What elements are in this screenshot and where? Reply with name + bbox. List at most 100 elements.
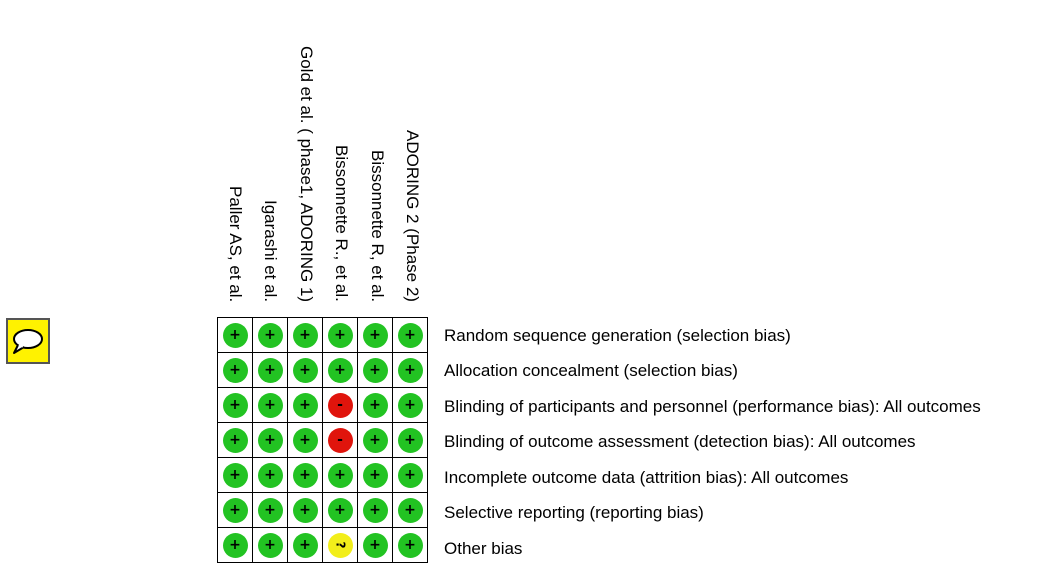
risk-symbol: -: [337, 397, 343, 413]
speech-bubble-icon[interactable]: [6, 318, 50, 364]
risk-low-marker: +: [327, 357, 353, 383]
risk-low-marker: +: [397, 357, 423, 383]
study-label: Bissonnette R, et al.: [367, 150, 387, 303]
grid-cell: +: [322, 492, 358, 528]
risk-low-marker: +: [292, 427, 318, 453]
grid-cell: -: [322, 422, 358, 458]
grid-cell: +: [392, 352, 428, 388]
grid-cell: +: [217, 317, 253, 353]
risk-unclear-marker: ?: [327, 532, 353, 558]
grid-cell: +: [287, 422, 323, 458]
risk-low-marker: +: [222, 532, 248, 558]
grid-cell: +: [392, 457, 428, 493]
grid-cell: +: [287, 352, 323, 388]
study-label: Paller AS, et al.: [225, 186, 245, 303]
risk-low-marker: +: [257, 462, 283, 488]
grid-cell: ?: [322, 527, 358, 563]
risk-symbol: +: [264, 537, 276, 553]
grid-row: + + + + + +: [217, 317, 428, 353]
risk-low-marker: +: [397, 427, 423, 453]
risk-symbol: +: [404, 397, 416, 413]
risk-low-marker: +: [222, 357, 248, 383]
grid-row: + + + + + +: [217, 492, 428, 528]
risk-symbol: +: [299, 397, 311, 413]
risk-low-marker: +: [362, 497, 388, 523]
domain-label: Allocation concealment (selection bias): [444, 361, 738, 381]
grid-cell: +: [322, 317, 358, 353]
risk-low-marker: +: [292, 392, 318, 418]
risk-low-marker: +: [222, 497, 248, 523]
grid-cell: +: [287, 387, 323, 423]
grid-cell: +: [217, 387, 253, 423]
domain-label: Selective reporting (reporting bias): [444, 503, 704, 523]
risk-symbol: +: [369, 537, 381, 553]
risk-symbol: +: [404, 432, 416, 448]
risk-low-marker: +: [292, 497, 318, 523]
grid-cell: +: [252, 422, 288, 458]
domain-label: Blinding of participants and personnel (…: [444, 396, 981, 416]
risk-high-marker: -: [327, 427, 353, 453]
grid-row: + + + + + +: [217, 352, 428, 388]
grid-cell: +: [217, 527, 253, 563]
grid-cell: +: [392, 317, 428, 353]
risk-low-marker: +: [222, 392, 248, 418]
study-label: Bissonnette R., et al.: [332, 145, 352, 302]
grid-cell: +: [357, 317, 393, 353]
grid-cell: +: [252, 317, 288, 353]
risk-low-marker: +: [362, 462, 388, 488]
grid-cell: +: [217, 492, 253, 528]
risk-symbol: +: [299, 327, 311, 343]
risk-symbol: +: [334, 327, 346, 343]
risk-symbol: -: [337, 432, 343, 448]
risk-low-marker: +: [222, 322, 248, 348]
risk-symbol: +: [334, 362, 346, 378]
study-label: Gold et al. ( phase1, ADORING 1): [296, 46, 316, 303]
study-label: Igarashi et al.: [261, 200, 281, 303]
risk-symbol: +: [229, 397, 241, 413]
risk-symbol: ?: [333, 541, 347, 549]
risk-symbol: +: [264, 397, 276, 413]
risk-low-marker: +: [292, 322, 318, 348]
grid-cell: +: [252, 352, 288, 388]
grid-cell: +: [357, 492, 393, 528]
risk-symbol: +: [369, 327, 381, 343]
grid-cell: +: [357, 387, 393, 423]
risk-low-marker: +: [397, 392, 423, 418]
grid-cell: +: [287, 457, 323, 493]
grid-cell: +: [252, 457, 288, 493]
risk-symbol: +: [404, 327, 416, 343]
risk-low-marker: +: [327, 322, 353, 348]
risk-symbol: +: [229, 432, 241, 448]
risk-symbol: +: [404, 502, 416, 518]
risk-low-marker: +: [327, 462, 353, 488]
grid-cell: +: [357, 527, 393, 563]
domain-label: Random sequence generation (selection bi…: [444, 325, 791, 345]
risk-symbol: +: [229, 537, 241, 553]
grid-row: + + + + + +: [217, 457, 428, 493]
domain-label: Incomplete outcome data (attrition bias)…: [444, 467, 849, 487]
risk-symbol: +: [299, 537, 311, 553]
risk-symbol: +: [404, 537, 416, 553]
risk-low-marker: +: [362, 357, 388, 383]
risk-low-marker: +: [362, 322, 388, 348]
risk-symbol: +: [229, 502, 241, 518]
grid-cell: +: [217, 457, 253, 493]
risk-symbol: +: [264, 502, 276, 518]
risk-low-marker: +: [292, 357, 318, 383]
risk-symbol: +: [229, 327, 241, 343]
grid-cell: +: [357, 457, 393, 493]
risk-symbol: +: [369, 397, 381, 413]
grid-cell: +: [392, 422, 428, 458]
risk-low-marker: +: [222, 462, 248, 488]
grid-cell: +: [252, 492, 288, 528]
risk-symbol: +: [369, 432, 381, 448]
risk-symbol: +: [334, 502, 346, 518]
risk-low-marker: +: [257, 497, 283, 523]
grid-cell: +: [357, 422, 393, 458]
grid-cell: +: [392, 492, 428, 528]
grid-cell: +: [322, 352, 358, 388]
risk-symbol: +: [264, 362, 276, 378]
risk-symbol: +: [369, 502, 381, 518]
risk-low-marker: +: [257, 532, 283, 558]
risk-low-marker: +: [397, 322, 423, 348]
